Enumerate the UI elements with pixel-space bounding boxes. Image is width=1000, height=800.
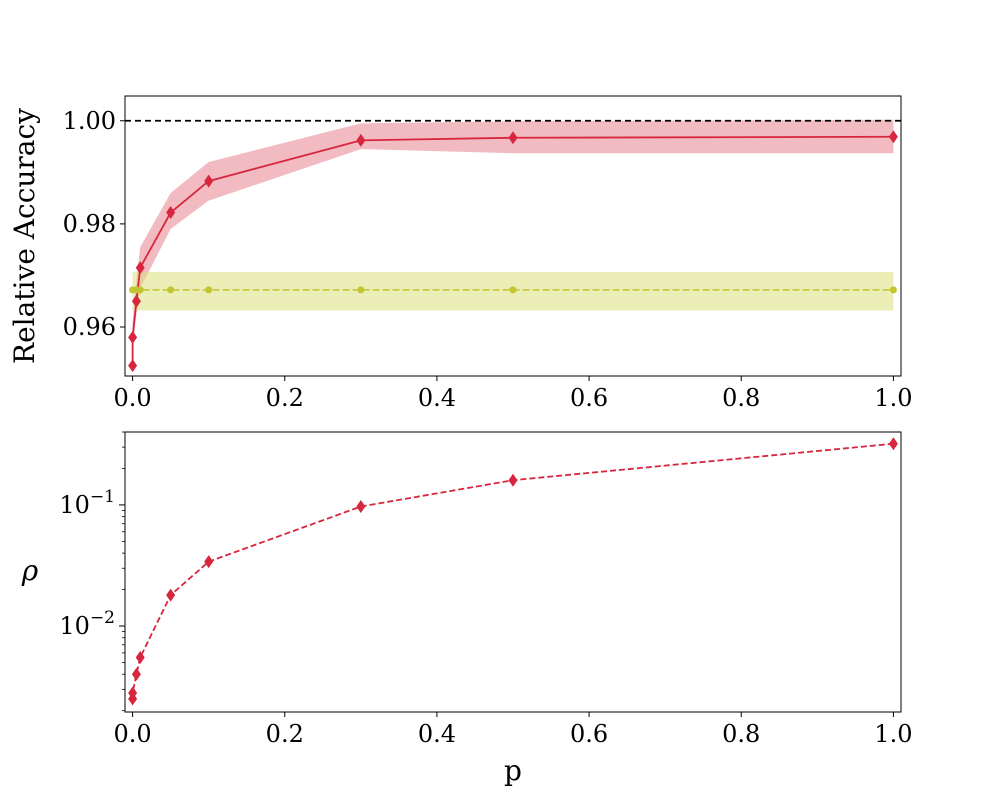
rho-panel: 0.0 0.2 0.4 0.6 0.8 1.0 10−2 10−1 p ρ — [21, 431, 912, 787]
data-point — [508, 131, 518, 145]
data-point — [205, 286, 213, 294]
data-point — [128, 330, 138, 344]
data-point — [509, 286, 517, 294]
data-point — [131, 294, 141, 308]
y-axis-label: ρ — [21, 554, 39, 587]
x-tick-label: 0.6 — [570, 384, 608, 412]
data-point — [204, 555, 214, 569]
data-point — [204, 174, 214, 188]
series-markers — [128, 130, 898, 373]
x-axis-ticks: 0.0 0.2 0.4 0.6 0.8 1.0 — [114, 376, 912, 412]
x-tick-label: 0.8 — [722, 384, 760, 412]
series-markers — [128, 437, 898, 706]
y-axis-ticks: 0.96 0.98 1.00 — [63, 107, 125, 341]
x-axis-ticks: 0.0 0.2 0.4 0.6 0.8 1.0 — [114, 712, 912, 748]
data-point — [135, 650, 145, 664]
data-point — [888, 437, 898, 451]
data-point — [167, 286, 175, 294]
x-tick-label: 0.6 — [570, 720, 608, 748]
data-point — [166, 588, 176, 602]
x-tick-label: 0.0 — [114, 720, 152, 748]
y-tick-label: 10−2 — [59, 608, 115, 640]
data-point — [357, 286, 365, 294]
data-point — [356, 133, 366, 147]
data-point — [889, 286, 897, 294]
y-tick-label: 10−1 — [59, 487, 115, 519]
confidence-bands — [132, 119, 894, 374]
plot-frame — [124, 95, 902, 377]
data-point — [128, 686, 138, 700]
x-tick-label: 0.8 — [722, 720, 760, 748]
data-point — [135, 261, 145, 275]
data-point — [888, 130, 898, 144]
x-tick-label: 0.2 — [266, 384, 304, 412]
data-point — [166, 206, 176, 220]
data-point — [356, 500, 366, 514]
x-tick-label: 1.0 — [874, 720, 912, 748]
y-tick-label: 0.98 — [63, 210, 116, 238]
data-point — [128, 359, 138, 373]
x-tick-label: 0.0 — [114, 384, 152, 412]
x-tick-label: 0.4 — [418, 384, 456, 412]
data-point — [136, 286, 144, 294]
series-line — [131, 135, 894, 366]
y-tick-label: 0.96 — [63, 313, 116, 341]
x-tick-label: 1.0 — [874, 384, 912, 412]
x-axis-label: p — [504, 754, 522, 787]
y-axis-label: Relative Accuracy — [8, 108, 41, 364]
x-tick-label: 0.2 — [266, 720, 304, 748]
data-point — [131, 667, 141, 681]
x-tick-label: 0.4 — [418, 720, 456, 748]
confidence-band — [132, 119, 894, 374]
data-point — [508, 473, 518, 487]
y-tick-label: 1.00 — [63, 107, 116, 135]
plot-frame — [124, 431, 902, 713]
y-axis-ticks: 10−2 10−1 — [59, 431, 125, 712]
accuracy-panel: 0.0 0.2 0.4 0.6 0.8 1.0 0.96 0.98 1.00 Relative… — [8, 95, 912, 412]
